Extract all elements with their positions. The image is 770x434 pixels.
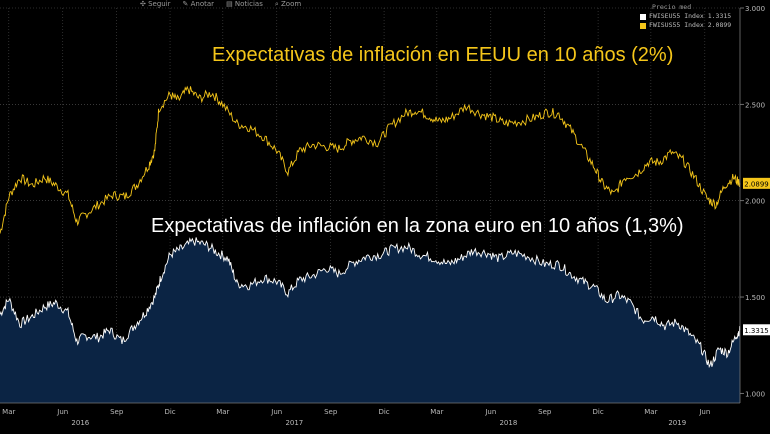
legend-header: Precio med (652, 3, 692, 11)
legend-label-us: FWISUS55 Index 2.0899 (649, 21, 732, 29)
annotate-label: Anotar (190, 0, 215, 8)
x-year-label: 2017 (285, 419, 303, 427)
legend-item-us: FWISUS55 Index 2.0899 (640, 21, 731, 30)
annotation-eu: Expectativas de inflación en la zona eur… (151, 215, 684, 237)
annotate-button[interactable]: ✎ Anotar (182, 0, 215, 8)
legend-label-eu: FWISEU55 Index 1.3315 (649, 12, 732, 20)
series-line-us (0, 85, 741, 234)
x-tick-label: Sep (324, 408, 338, 416)
last-value-tag-bg (743, 324, 770, 336)
y-tick-label: 1.000 (745, 390, 765, 398)
last-value-tag: 2.0899 (744, 180, 769, 188)
y-tick-label: 1.500 (745, 294, 765, 302)
last-value-tag-bg (743, 177, 770, 189)
annotation-us: Expectativas de inflación en EEUU en 10 … (212, 44, 674, 66)
x-tick-label: Mar (216, 408, 229, 416)
y-axis: 1.000 1.500 2.000 2.500 3.000 (739, 5, 765, 403)
zoom-label: Zoom (281, 0, 302, 8)
x-tick-label: Mar (2, 408, 15, 416)
x-tick-label: Jun (56, 408, 68, 416)
y-tick-label: 2.000 (745, 198, 765, 206)
legend-item-eu: FWISEU55 Index 1.3315 (640, 12, 731, 21)
x-tick-label: Dic (593, 408, 604, 416)
chart-legend: Precio med FWISEU55 Index 1.3315 FWISUS5… (640, 3, 731, 30)
x-tick-label: Jun (484, 408, 496, 416)
x-tick-label: Jun (270, 408, 282, 416)
follow-label: Seguir (148, 0, 171, 8)
y-tick-label: 3.000 (745, 5, 765, 13)
news-label: Noticias (234, 0, 263, 8)
x-year-label: 2016 (71, 419, 89, 427)
x-tick-label: Dic (378, 408, 389, 416)
series-line-eu (0, 237, 741, 369)
x-tick-label: Mar (430, 408, 443, 416)
last-value-tags: 2.0899 1.3315 (743, 177, 770, 336)
zoom-button[interactable]: ⌕ Zoom (274, 0, 302, 8)
chart-toolbar: ✣ Seguir ✎ Anotar ▤ Noticias ⌕ Zoom (140, 0, 301, 10)
last-value-tag: 1.3315 (744, 327, 769, 335)
x-year-label: 2019 (668, 419, 686, 427)
y-tick-label: 2.500 (745, 101, 765, 109)
x-tick-label: Dic (164, 408, 175, 416)
plot-series (0, 85, 741, 403)
legend-swatch-us (640, 22, 646, 29)
x-tick-label: Sep (538, 408, 552, 416)
follow-button[interactable]: ✣ Seguir (140, 0, 171, 8)
x-year-label: 2018 (499, 419, 517, 427)
x-tick-label: Sep (110, 408, 124, 416)
x-tick-label: Mar (644, 408, 657, 416)
x-axis: Mar Jun Sep Dic Mar Jun Sep Dic Mar Jun Sep Dic Mar J… (0, 402, 740, 427)
series-area-eu (0, 237, 740, 403)
news-button[interactable]: ▤ Noticias (226, 0, 263, 8)
x-tick-label: Jun (698, 408, 710, 416)
legend-swatch-eu (640, 13, 646, 20)
